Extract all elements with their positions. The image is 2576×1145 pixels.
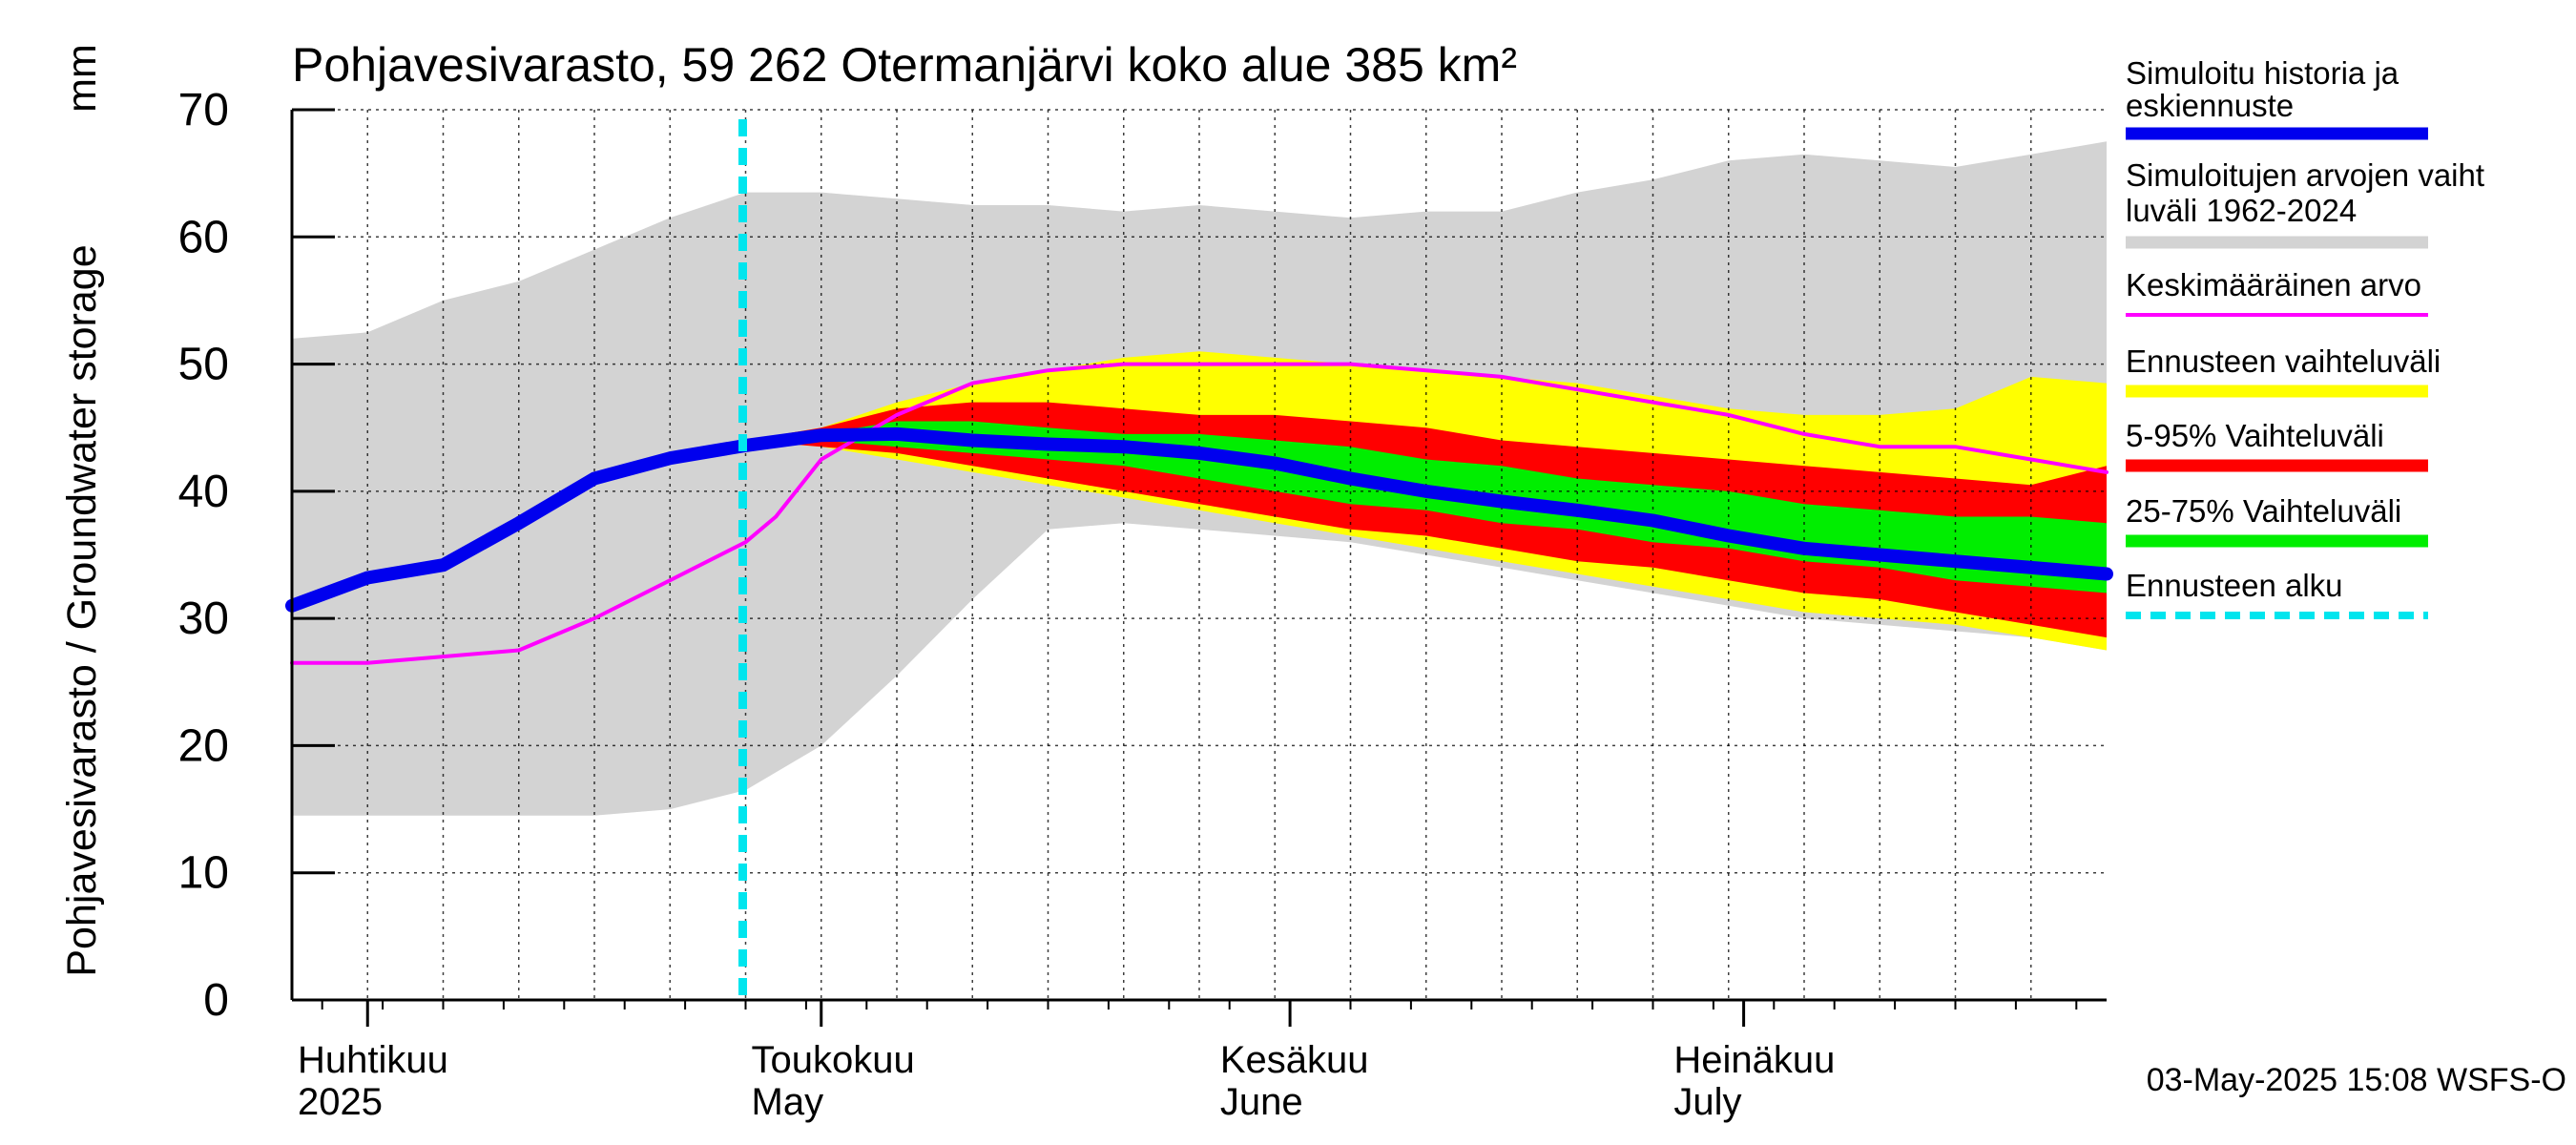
y-tick-label: 40 — [178, 467, 229, 517]
legend-label: luväli 1962-2024 — [2126, 193, 2357, 228]
legend-label: 25-75% Vaihteluväli — [2126, 493, 2401, 529]
legend-label: eskiennuste — [2126, 88, 2294, 123]
y-tick-label: 60 — [178, 212, 229, 262]
month-label-fi: Toukokuu — [752, 1039, 915, 1081]
chart-title: Pohjavesivarasto, 59 262 Otermanjärvi ko… — [292, 38, 1517, 92]
month-label-fi: Heinäkuu — [1673, 1039, 1835, 1081]
legend-label: Keskimääräinen arvo — [2126, 267, 2421, 302]
legend-label: Simuloitu historia ja — [2126, 55, 2399, 91]
footer-timestamp: 03-May-2025 15:08 WSFS-O — [2147, 1062, 2566, 1098]
month-label-en: 2025 — [298, 1081, 383, 1123]
month-label-fi: Huhtikuu — [298, 1039, 448, 1081]
month-label-en: May — [752, 1081, 824, 1123]
y-axis-label: Pohjavesivarasto / Groundwater storage — [59, 244, 105, 976]
month-label-en: June — [1220, 1081, 1303, 1123]
y-tick-label: 50 — [178, 340, 229, 390]
y-tick-label: 20 — [178, 720, 229, 771]
month-label-fi: Kesäkuu — [1220, 1039, 1369, 1081]
legend-label: Ennusteen vaihteluväli — [2126, 344, 2441, 379]
median-forecast-line — [285, 427, 2113, 613]
legend-label: Simuloitujen arvojen vaiht — [2126, 157, 2484, 193]
legend-label: 5-95% Vaihteluväli — [2126, 418, 2384, 453]
mean-value-line — [290, 362, 2109, 665]
y-axis-unit: mm — [59, 44, 105, 113]
y-tick-label: 70 — [178, 85, 229, 135]
month-label-en: July — [1673, 1081, 1741, 1123]
y-tick-label: 0 — [203, 975, 229, 1026]
legend: Simuloitu historia ja eskiennuste Simuloi… — [2126, 55, 2484, 619]
y-tick-label: 10 — [178, 848, 229, 899]
legend-label: Ennusteen alku — [2126, 568, 2343, 603]
y-tick-label: 30 — [178, 593, 229, 644]
